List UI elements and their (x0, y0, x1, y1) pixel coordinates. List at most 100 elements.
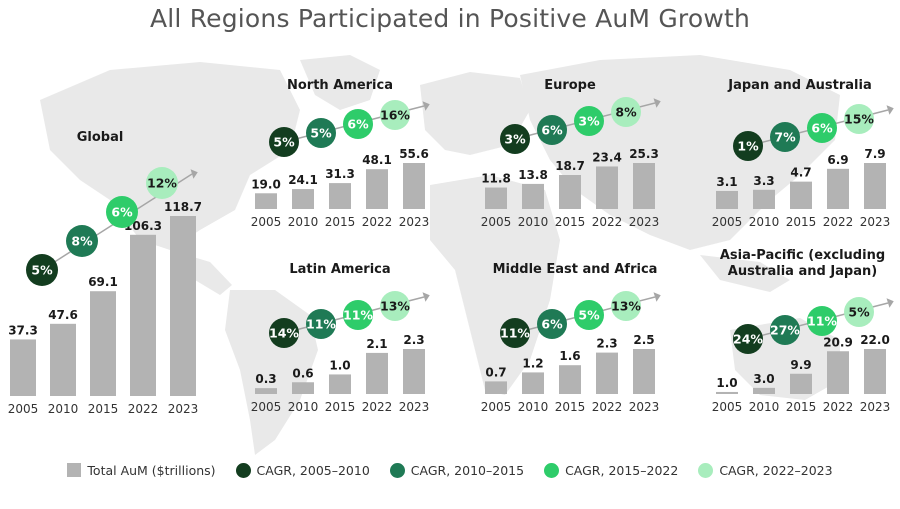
bar-value-label: 69.1 (88, 275, 118, 289)
legend-dot-swatch (544, 462, 560, 478)
year-tick-label: 2010 (749, 215, 780, 229)
bar (559, 175, 581, 209)
cagr-circle (26, 254, 58, 286)
bar-value-label: 3.1 (716, 175, 737, 189)
bar-value-label: 1.0 (716, 376, 737, 390)
year-tick-label: 2010 (288, 215, 319, 229)
arrow-head-icon (422, 292, 430, 302)
bar (596, 166, 618, 209)
panel-title: Latin America (289, 262, 391, 277)
year-tick-label: 2010 (48, 402, 79, 416)
bar (403, 163, 425, 209)
year-tick-label: 2023 (860, 215, 891, 229)
bar-value-label: 118.7 (164, 200, 202, 214)
cagr-circle (343, 300, 373, 330)
year-tick-label: 2023 (168, 402, 199, 416)
bar-value-label: 1.2 (522, 356, 543, 370)
year-tick-label: 2005 (712, 400, 743, 414)
bar (255, 193, 277, 209)
year-tick-label: 2022 (592, 400, 623, 414)
year-tick-label: 2023 (399, 215, 430, 229)
panel-title: Middle East and Africa (492, 262, 658, 277)
year-tick-label: 2023 (399, 400, 430, 414)
bar-value-label: 23.4 (592, 150, 622, 164)
region-chart: 37.3200547.6201069.12015106.32022118.720… (8, 167, 202, 416)
year-tick-label: 2022 (823, 215, 854, 229)
cagr-value-label: 13% (380, 299, 410, 314)
cagr-value-label: 24% (733, 332, 763, 347)
cagr-value-label: 11% (343, 308, 373, 323)
bar-value-label: 24.1 (288, 173, 318, 187)
bar (10, 339, 36, 396)
cagr-value-label: 5% (310, 126, 332, 141)
cagr-value-label: 27% (770, 323, 800, 338)
bar-value-label: 18.7 (555, 159, 585, 173)
bar-value-label: 2.3 (403, 333, 424, 347)
cagr-value-label: 8% (615, 105, 637, 120)
bar (522, 372, 544, 394)
arrow-head-icon (653, 292, 661, 302)
year-tick-label: 2005 (8, 402, 39, 416)
cagr-value-label: 16% (380, 108, 410, 123)
bar (366, 169, 388, 209)
region-chart: 0.7 2005 1.2 2010 1.6 2015 2.3 2022 2.5 2023 11% 6%… (481, 291, 661, 414)
bar-value-label: 20.9 (823, 335, 853, 349)
cagr-value-label: 8% (71, 234, 93, 249)
bar-value-label: 0.6 (292, 366, 313, 380)
year-tick-label: 2015 (786, 215, 817, 229)
bar-value-label: 1.0 (329, 358, 350, 372)
legend-item-cagr-2010-2015: CAGR, 2010–2015 (389, 462, 525, 478)
cagr-circle (380, 291, 410, 321)
year-tick-label: 2022 (128, 402, 159, 416)
bar-value-label: 4.7 (790, 166, 811, 180)
cagr-circle (807, 306, 837, 336)
bar (827, 351, 849, 394)
cagr-circle (733, 131, 763, 161)
legend-label-cagr: CAGR, 2022–2023 (719, 462, 833, 478)
year-tick-label: 2015 (88, 402, 119, 416)
bar (790, 373, 812, 394)
cagr-circle (844, 297, 874, 327)
cagr-circle (611, 97, 641, 127)
legend-label-cagr: CAGR, 2005–2010 (256, 462, 370, 478)
panel-title: Japan and Australia (728, 78, 872, 93)
cagr-circle (807, 113, 837, 143)
bar (753, 189, 775, 209)
cagr-value-label: 11% (306, 317, 336, 332)
cagr-value-label: 1% (737, 139, 759, 154)
year-tick-label: 2005 (481, 400, 512, 414)
cagr-circle (380, 100, 410, 130)
year-tick-label: 2022 (823, 400, 854, 414)
bar (790, 181, 812, 209)
cagr-value-label: 5% (273, 135, 295, 150)
bar (366, 352, 388, 394)
legend-label-total: Total AuM ($trillions) (87, 462, 216, 478)
bar (633, 163, 655, 209)
bar (329, 374, 351, 394)
bar (255, 388, 277, 394)
cagr-circle (537, 115, 567, 145)
cagr-circle (574, 106, 604, 136)
bar (130, 234, 156, 396)
year-tick-label: 2010 (288, 400, 319, 414)
bar-value-label: 37.3 (8, 323, 38, 337)
cagr-circle (306, 309, 336, 339)
panel-title: Global (76, 130, 124, 145)
region-chart: 0.3 2005 0.6 2010 1.0 2015 2.1 2022 2.3 2023 14% 11… (251, 291, 430, 414)
legend-label-cagr: CAGR, 2015–2022 (565, 462, 679, 478)
legend-dot-swatch (698, 462, 714, 478)
bar (522, 183, 544, 209)
bar-value-label: 0.3 (255, 372, 276, 386)
bar-value-label: 0.7 (485, 365, 506, 379)
year-tick-label: 2015 (555, 400, 586, 414)
bar (716, 190, 738, 209)
year-tick-label: 2015 (555, 215, 586, 229)
year-tick-label: 2015 (325, 400, 356, 414)
bar-value-label: 22.0 (860, 333, 890, 347)
legend-label-cagr: CAGR, 2010–2015 (410, 462, 525, 478)
region-chart: 1.0 2005 3.0 2010 9.9 2015 20.9 2022 22.0 2023 24%… (712, 297, 894, 414)
cagr-circle (537, 309, 567, 339)
cagr-value-label: 14% (269, 326, 299, 341)
year-tick-label: 2010 (518, 400, 549, 414)
